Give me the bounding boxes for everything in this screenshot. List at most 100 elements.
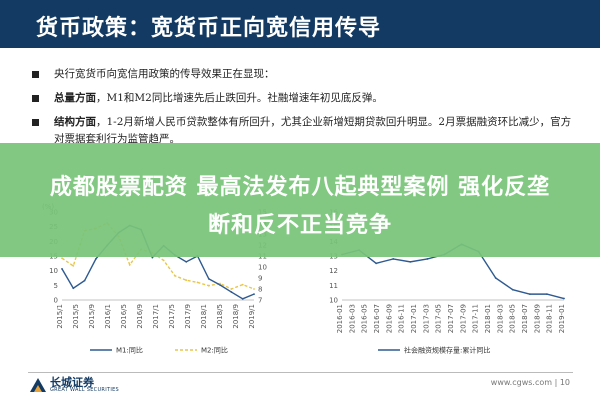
x-tick-label: 2019/1: [248, 304, 256, 329]
x-tick-label: 2017/9: [184, 304, 192, 329]
bullet-text: ，M1和M2同比增速先后止跌回升。社融增速年初见底反弹。: [96, 92, 383, 104]
x-tick-label: 2017-01: [410, 304, 418, 333]
data-point-m2: [72, 265, 75, 267]
data-point-m2: [162, 259, 165, 262]
y-tick-label: 11: [329, 282, 338, 290]
x-tick-label: 2019-01: [558, 304, 566, 333]
y-right-tick-label: 10: [258, 264, 267, 272]
bullet-key: 结构方面: [54, 116, 96, 128]
data-point-m1: [207, 277, 210, 280]
data-point-m2: [241, 283, 244, 286]
great-wall-logo-icon: [30, 378, 46, 392]
legend-label-m2: M2:同比: [201, 346, 228, 355]
x-tick-label: 2017/5: [168, 304, 176, 329]
x-tick-label: 2018/9: [232, 304, 240, 329]
data-point-m2: [207, 284, 210, 287]
bullet-item: 央行宽货币向宽信用政策的传导效果正在显现：: [30, 66, 575, 83]
x-tick-label: 2015/9: [88, 304, 96, 329]
data-point-m1: [94, 258, 97, 260]
x-tick-label: 2016/1: [104, 304, 112, 329]
x-tick-label: 2017-03: [422, 304, 430, 333]
x-tick-label: 2016/5: [120, 304, 128, 329]
data-point-tsf: [511, 288, 514, 291]
data-point-m2: [61, 257, 63, 260]
data-point-m2: [253, 288, 255, 290]
data-point-m2: [185, 279, 188, 282]
data-point-m1: [61, 268, 63, 270]
y-left-tick-label: 10: [49, 267, 58, 275]
data-point-m2: [128, 263, 131, 266]
footer-divider: [28, 372, 573, 373]
x-tick-label: 2017-09: [459, 304, 467, 333]
y-tick-label: 12: [329, 267, 338, 275]
data-point-m1: [83, 279, 86, 282]
bullet-key: 总量方面: [54, 92, 96, 104]
data-point-m1: [185, 260, 188, 263]
data-point-m1: [230, 291, 233, 293]
data-point-tsf: [528, 293, 531, 296]
data-point-m1: [253, 293, 255, 296]
x-tick-label: 2018/5: [216, 304, 224, 329]
banner-headline-line1: 成都股票配资 最高法发布八起典型案例 强化反垄: [49, 175, 551, 200]
data-point-tsf: [563, 297, 565, 300]
x-tick-label: 2017-07: [447, 304, 455, 333]
data-point-tsf: [494, 277, 497, 279]
bullet-item: 总量方面，M1和M2同比增速先后止跌回升。社融增速年初见底反弹。: [30, 90, 575, 107]
bullet-text: 央行宽货币向宽信用政策的传导效果正在显现：: [54, 68, 275, 80]
x-tick-label: 2017-05: [435, 304, 443, 333]
y-tick-label: 10: [329, 297, 338, 305]
legend-label-tsf: 社会融资规模存量:累计同比: [404, 346, 490, 355]
x-tick-label: 2016-03: [348, 304, 356, 333]
bullet-item: 结构方面，1-2月新增人民币贷款整体有所回升，尤其企业新增短期贷款回升明显。2月…: [30, 114, 575, 148]
x-tick-label: 2017/1: [152, 304, 160, 329]
bullet-text: ，1-2月新增人民币贷款整体有所回升，尤其企业新增短期贷款回升明显。2月票据融资…: [54, 116, 572, 145]
y-right-tick-label: 9: [258, 275, 262, 283]
x-tick-label: 2016-11: [398, 304, 406, 333]
data-point-m2: [174, 274, 176, 277]
data-point-m2: [230, 288, 233, 290]
data-point-m1: [151, 256, 154, 259]
x-tick-label: 2015/5: [72, 304, 80, 329]
bullet-square-icon: [32, 71, 39, 78]
data-point-tsf: [409, 260, 412, 263]
banner-headline-line2: 断和反不正当竞争: [207, 213, 392, 238]
data-point-tsf: [546, 293, 548, 296]
x-tick-label: 2018-11: [546, 304, 554, 333]
y-right-tick-label: 8: [258, 286, 262, 294]
x-tick-label: 2018-01: [484, 304, 492, 333]
logo-text-cn: 长城证券: [50, 376, 94, 389]
data-point-tsf: [375, 262, 378, 265]
bullet-list: 央行宽货币向宽信用政策的传导效果正在显现： 总量方面，M1和M2同比增速先后止跌…: [30, 66, 575, 155]
x-tick-label: 2018-03: [496, 304, 504, 333]
bullet-square-icon: [32, 119, 39, 126]
x-tick-label: 2018/1: [200, 304, 208, 329]
x-tick-label: 2015/1: [56, 304, 64, 329]
x-tick-label: 2018-05: [509, 304, 517, 333]
data-point-m1: [72, 287, 75, 290]
data-point-m2: [219, 282, 222, 285]
y-left-tick-label: 5: [54, 282, 58, 290]
company-logo: 长城证券 GREAT WALL SECURITIES: [30, 374, 150, 396]
data-point-tsf: [392, 258, 395, 260]
data-point-m1: [219, 284, 222, 286]
x-tick-label: 2018-07: [521, 304, 529, 333]
x-tick-label: 2016-09: [385, 304, 393, 333]
y-right-tick-label: 7: [258, 297, 262, 305]
overlay-banner[interactable]: 成都股票配资 最高法发布八起典型案例 强化反垄 断和反不正当竞争: [0, 143, 600, 257]
x-tick-label: 2016-05: [361, 304, 369, 333]
logo-text-en: GREAT WALL SECURITIES: [50, 387, 120, 393]
legend-label-m1: M1:同比: [116, 346, 143, 355]
x-tick-label: 2016-01: [336, 304, 344, 333]
bullet-square-icon: [32, 95, 39, 102]
header-bar: 货币政策：宽货币正向宽信用传导: [0, 0, 600, 48]
data-point-m2: [196, 281, 199, 284]
x-tick-label: 2016-07: [373, 304, 381, 333]
data-point-m1: [241, 297, 244, 300]
x-tick-label: 2018-09: [533, 304, 541, 333]
footer-page-info: www.cgws.com | 10: [490, 378, 570, 387]
y-left-tick-label: 0: [54, 297, 58, 305]
data-point-tsf: [426, 258, 429, 260]
x-tick-label: 2016/9: [136, 304, 144, 329]
x-tick-label: 2017-11: [472, 304, 480, 333]
